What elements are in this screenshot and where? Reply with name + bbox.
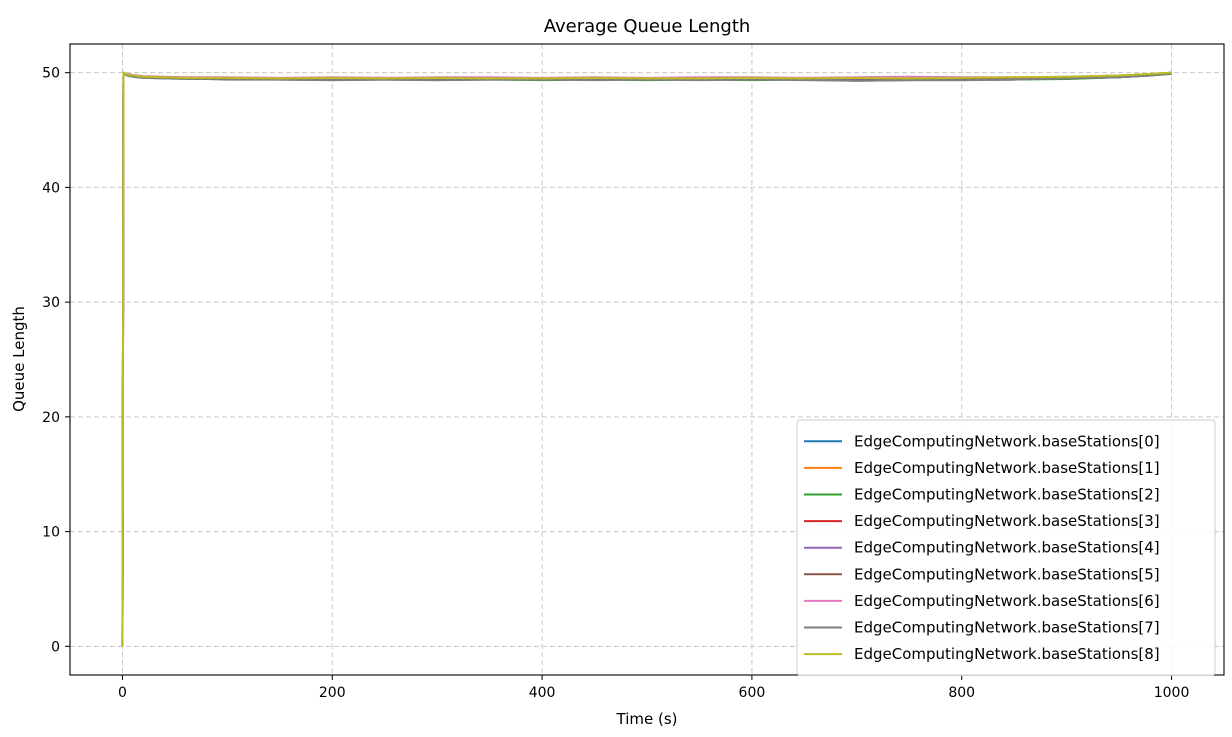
y-axis-ticks: 0 10 20 30 40 50 [42, 66, 70, 655]
legend-entry-5: EdgeComputingNetwork.baseStations[5] [854, 565, 1160, 583]
x-tick-label: 800 [948, 685, 975, 701]
legend-entry-1: EdgeComputingNetwork.baseStations[1] [854, 459, 1160, 477]
plot-series [121, 71, 1172, 647]
grid-lines [70, 44, 1224, 675]
series-line-7 [121, 72, 1172, 647]
x-axis-label: Time (s) [616, 710, 678, 728]
y-axis-label: Queue Length [10, 306, 28, 412]
x-tick-label: 200 [319, 685, 346, 701]
legend-entry-4: EdgeComputingNetwork.baseStations[4] [854, 539, 1160, 557]
x-tick-label: 1000 [1154, 685, 1190, 701]
y-tick-label: 40 [42, 180, 60, 196]
y-tick-label: 20 [42, 410, 60, 426]
legend-box [796, 419, 1216, 676]
legend-entry-7: EdgeComputingNetwork.baseStations[7] [854, 619, 1160, 637]
x-tick-label: 600 [739, 685, 766, 701]
x-tick-label: 400 [529, 685, 556, 701]
legend-entry-0: EdgeComputingNetwork.baseStations[0] [854, 432, 1160, 450]
series-line-8 [121, 71, 1172, 647]
chart-title: Average Queue Length [544, 16, 751, 37]
y-tick-label: 0 [51, 639, 60, 655]
legend-entry-2: EdgeComputingNetwork.baseStations[2] [854, 486, 1160, 504]
y-tick-label: 30 [42, 295, 60, 311]
legend-entry-8: EdgeComputingNetwork.baseStations[8] [854, 645, 1160, 663]
x-axis-ticks: 0 200 400 600 800 1000 [118, 675, 1189, 701]
y-tick-label: 10 [42, 525, 60, 541]
legend-entry-6: EdgeComputingNetwork.baseStations[6] [854, 592, 1160, 610]
legend: EdgeComputingNetwork.baseStations[0] Edge… [796, 419, 1216, 676]
y-tick-label: 50 [42, 66, 60, 82]
plot-frame [69, 43, 1225, 676]
legend-entry-3: EdgeComputingNetwork.baseStations[3] [854, 512, 1160, 530]
x-tick-label: 0 [118, 685, 127, 701]
